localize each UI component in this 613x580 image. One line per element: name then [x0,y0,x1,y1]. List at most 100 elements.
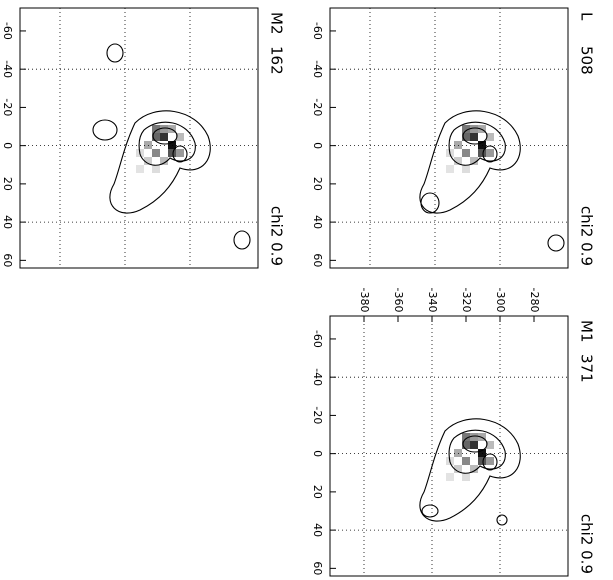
image-pixel [454,465,462,473]
image-pixel [486,441,494,449]
image-pixel [446,165,454,173]
image-pixel [462,125,470,133]
image-pixel [478,449,486,457]
image-pixel [176,133,184,141]
image-pixel [454,141,462,149]
image-pixel [462,133,470,141]
contour [448,121,506,166]
image-pixel [486,133,494,141]
image-pixel [152,149,160,157]
contour [547,234,565,252]
y-tick-label: -60 [311,330,324,348]
y-tick-label: -40 [311,60,324,78]
y-tick-label: 60 [1,253,14,267]
contour [106,43,124,63]
image-pixel [462,473,470,481]
image-pixel [470,133,478,141]
image-pixel [176,149,184,157]
image-pixel [470,125,478,133]
contour [152,127,178,145]
panel-title: M1 [578,320,596,343]
image-pixel [160,157,168,165]
image-pixel [454,449,462,457]
panel-annotation: chi2 0.9 [578,514,596,574]
contour [420,192,440,214]
panel: -60 -40 -20 0 20 40 60 -380 -360 -340 -320 -300 -280… [311,288,596,577]
frame [329,315,569,577]
x-tick-label: -340 [426,288,439,313]
image-pixel [462,433,470,441]
image-pixel [160,125,168,133]
image-pixel [462,165,470,173]
contour [419,110,521,214]
image-pixel [454,157,462,165]
image-pixel [470,465,478,473]
image-pixel [478,141,486,149]
image-pixel [462,149,470,157]
frame [329,7,569,269]
y-tick-label: 20 [1,177,14,191]
image-pixel [462,441,470,449]
contour [233,230,251,250]
y-tick-label: -60 [311,22,324,40]
panel-annotation: chi2 0.9 [268,206,286,266]
contour [109,110,211,214]
y-tick-label: -60 [1,22,14,40]
y-tick-label: 40 [1,215,14,229]
x-tick-label: -320 [460,288,473,313]
y-tick-label: 0 [1,142,14,149]
panel-count: 371 [578,354,596,383]
panel-count: 162 [268,46,286,75]
contour [419,418,521,522]
panel-count: 508 [578,46,596,75]
y-tick-label: 20 [311,177,324,191]
y-tick-label: 20 [311,485,324,499]
panel-title: M2 [268,12,286,35]
x-tick-label: -280 [528,288,541,313]
image-pixel [168,149,176,157]
image-pixel [486,149,494,157]
image-pixel [462,457,470,465]
panel-annotation: chi2 0.9 [578,206,596,266]
x-tick-label: -360 [392,288,405,313]
y-tick-label: 0 [311,142,324,149]
y-tick-label: 40 [311,523,324,537]
image-pixel [470,433,478,441]
image-pixel [136,165,144,173]
contour [496,514,508,526]
panel: -60 -40 -20 0 20 40 60 M2 162 chi2 0.9 [1,7,286,269]
contour [462,435,488,453]
image-pixel [446,473,454,481]
image-pixel [152,165,160,173]
image-pixel [478,149,486,157]
image-pixel [486,457,494,465]
y-tick-label: 0 [311,450,324,457]
contour [138,121,196,166]
panel-title: L [578,12,596,21]
y-tick-label: -20 [311,406,324,424]
contour [448,429,506,474]
image-pixel [144,157,152,165]
panel: -60 -40 -20 0 20 40 60 L 508 chi2 0.9 [311,7,596,269]
image-pixel [152,133,160,141]
image-pixel [160,133,168,141]
image-pixel [470,441,478,449]
contour [462,127,488,145]
frame [19,7,259,269]
y-tick-label: -40 [311,368,324,386]
x-tick-label: -380 [358,288,371,313]
y-tick-label: -40 [1,60,14,78]
image-pixel [478,457,486,465]
image-pixel [144,141,152,149]
image-pixel [168,141,176,149]
contour [421,504,439,518]
image-pixel [152,125,160,133]
y-tick-label: -20 [311,98,324,116]
y-tick-label: 40 [311,215,324,229]
y-tick-label: 60 [311,561,324,575]
x-tick-label: -300 [494,288,507,313]
image-pixel [470,157,478,165]
y-tick-label: -20 [1,98,14,116]
contour [92,119,118,141]
